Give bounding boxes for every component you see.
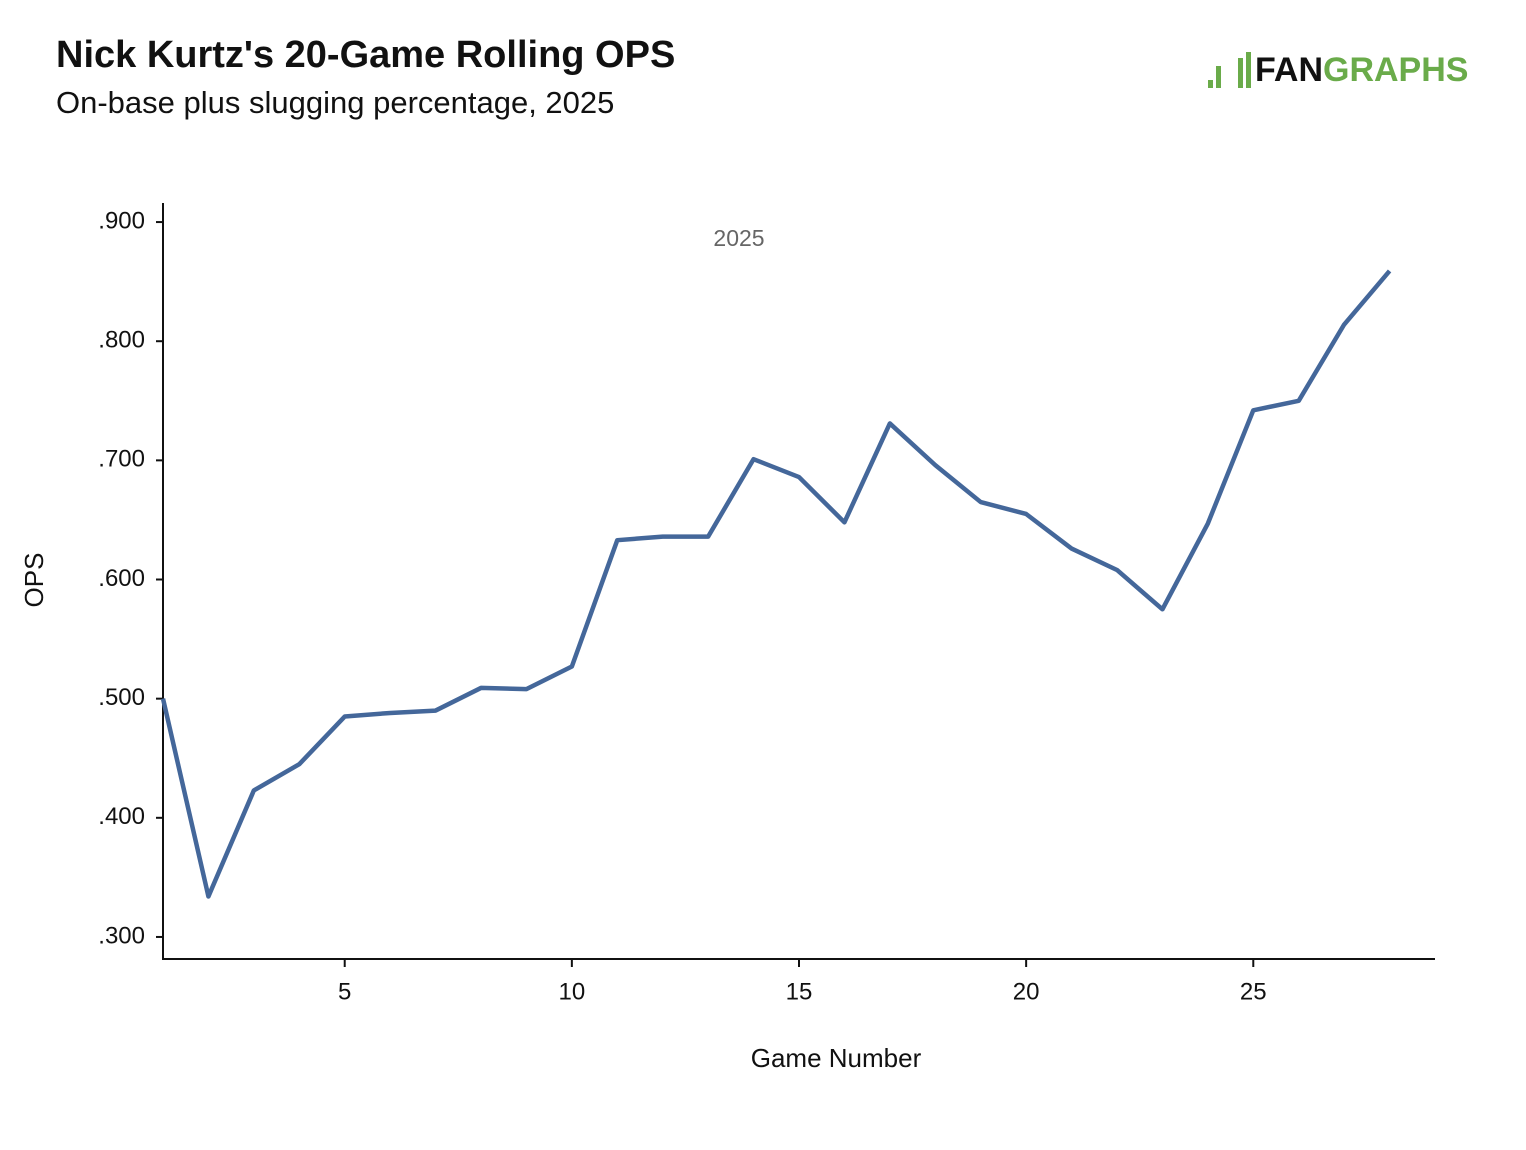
chart-subtitle: On-base plus slugging percentage, 2025 [56, 85, 614, 120]
y-tick-label: .900 [98, 207, 145, 234]
logo-bar [1246, 52, 1251, 88]
logo-text: FANGRAPHS [1255, 51, 1468, 89]
logo-bar [1208, 80, 1213, 88]
y-tick-label: .300 [98, 922, 145, 949]
logo-graphs: GRAPHS [1323, 51, 1468, 89]
x-tick-label: 5 [338, 978, 351, 1005]
logo: FANGRAPHS [1208, 51, 1468, 89]
logo-fan: FAN [1255, 51, 1323, 89]
x-tick-label: 25 [1240, 978, 1267, 1005]
logo-bar [1216, 66, 1221, 88]
y-tick-label: .700 [98, 446, 145, 473]
chart-title: Nick Kurtz's 20-Game Rolling OPS [56, 34, 675, 76]
y-tick-label: .500 [98, 684, 145, 711]
x-tick-label: 10 [559, 978, 586, 1005]
x-tick-label: 20 [1013, 978, 1040, 1005]
logo-bar [1238, 58, 1243, 88]
y-tick-label: .600 [98, 565, 145, 592]
x-tick-label: 15 [786, 978, 813, 1005]
y-tick-label: .800 [98, 327, 145, 354]
series-line [160, 269, 1392, 899]
legend-label: 2025 [713, 225, 764, 251]
x-axis-label: Game Number [751, 1043, 922, 1073]
y-tick-label: .400 [98, 803, 145, 830]
y-axis-label: OPS [19, 553, 49, 608]
